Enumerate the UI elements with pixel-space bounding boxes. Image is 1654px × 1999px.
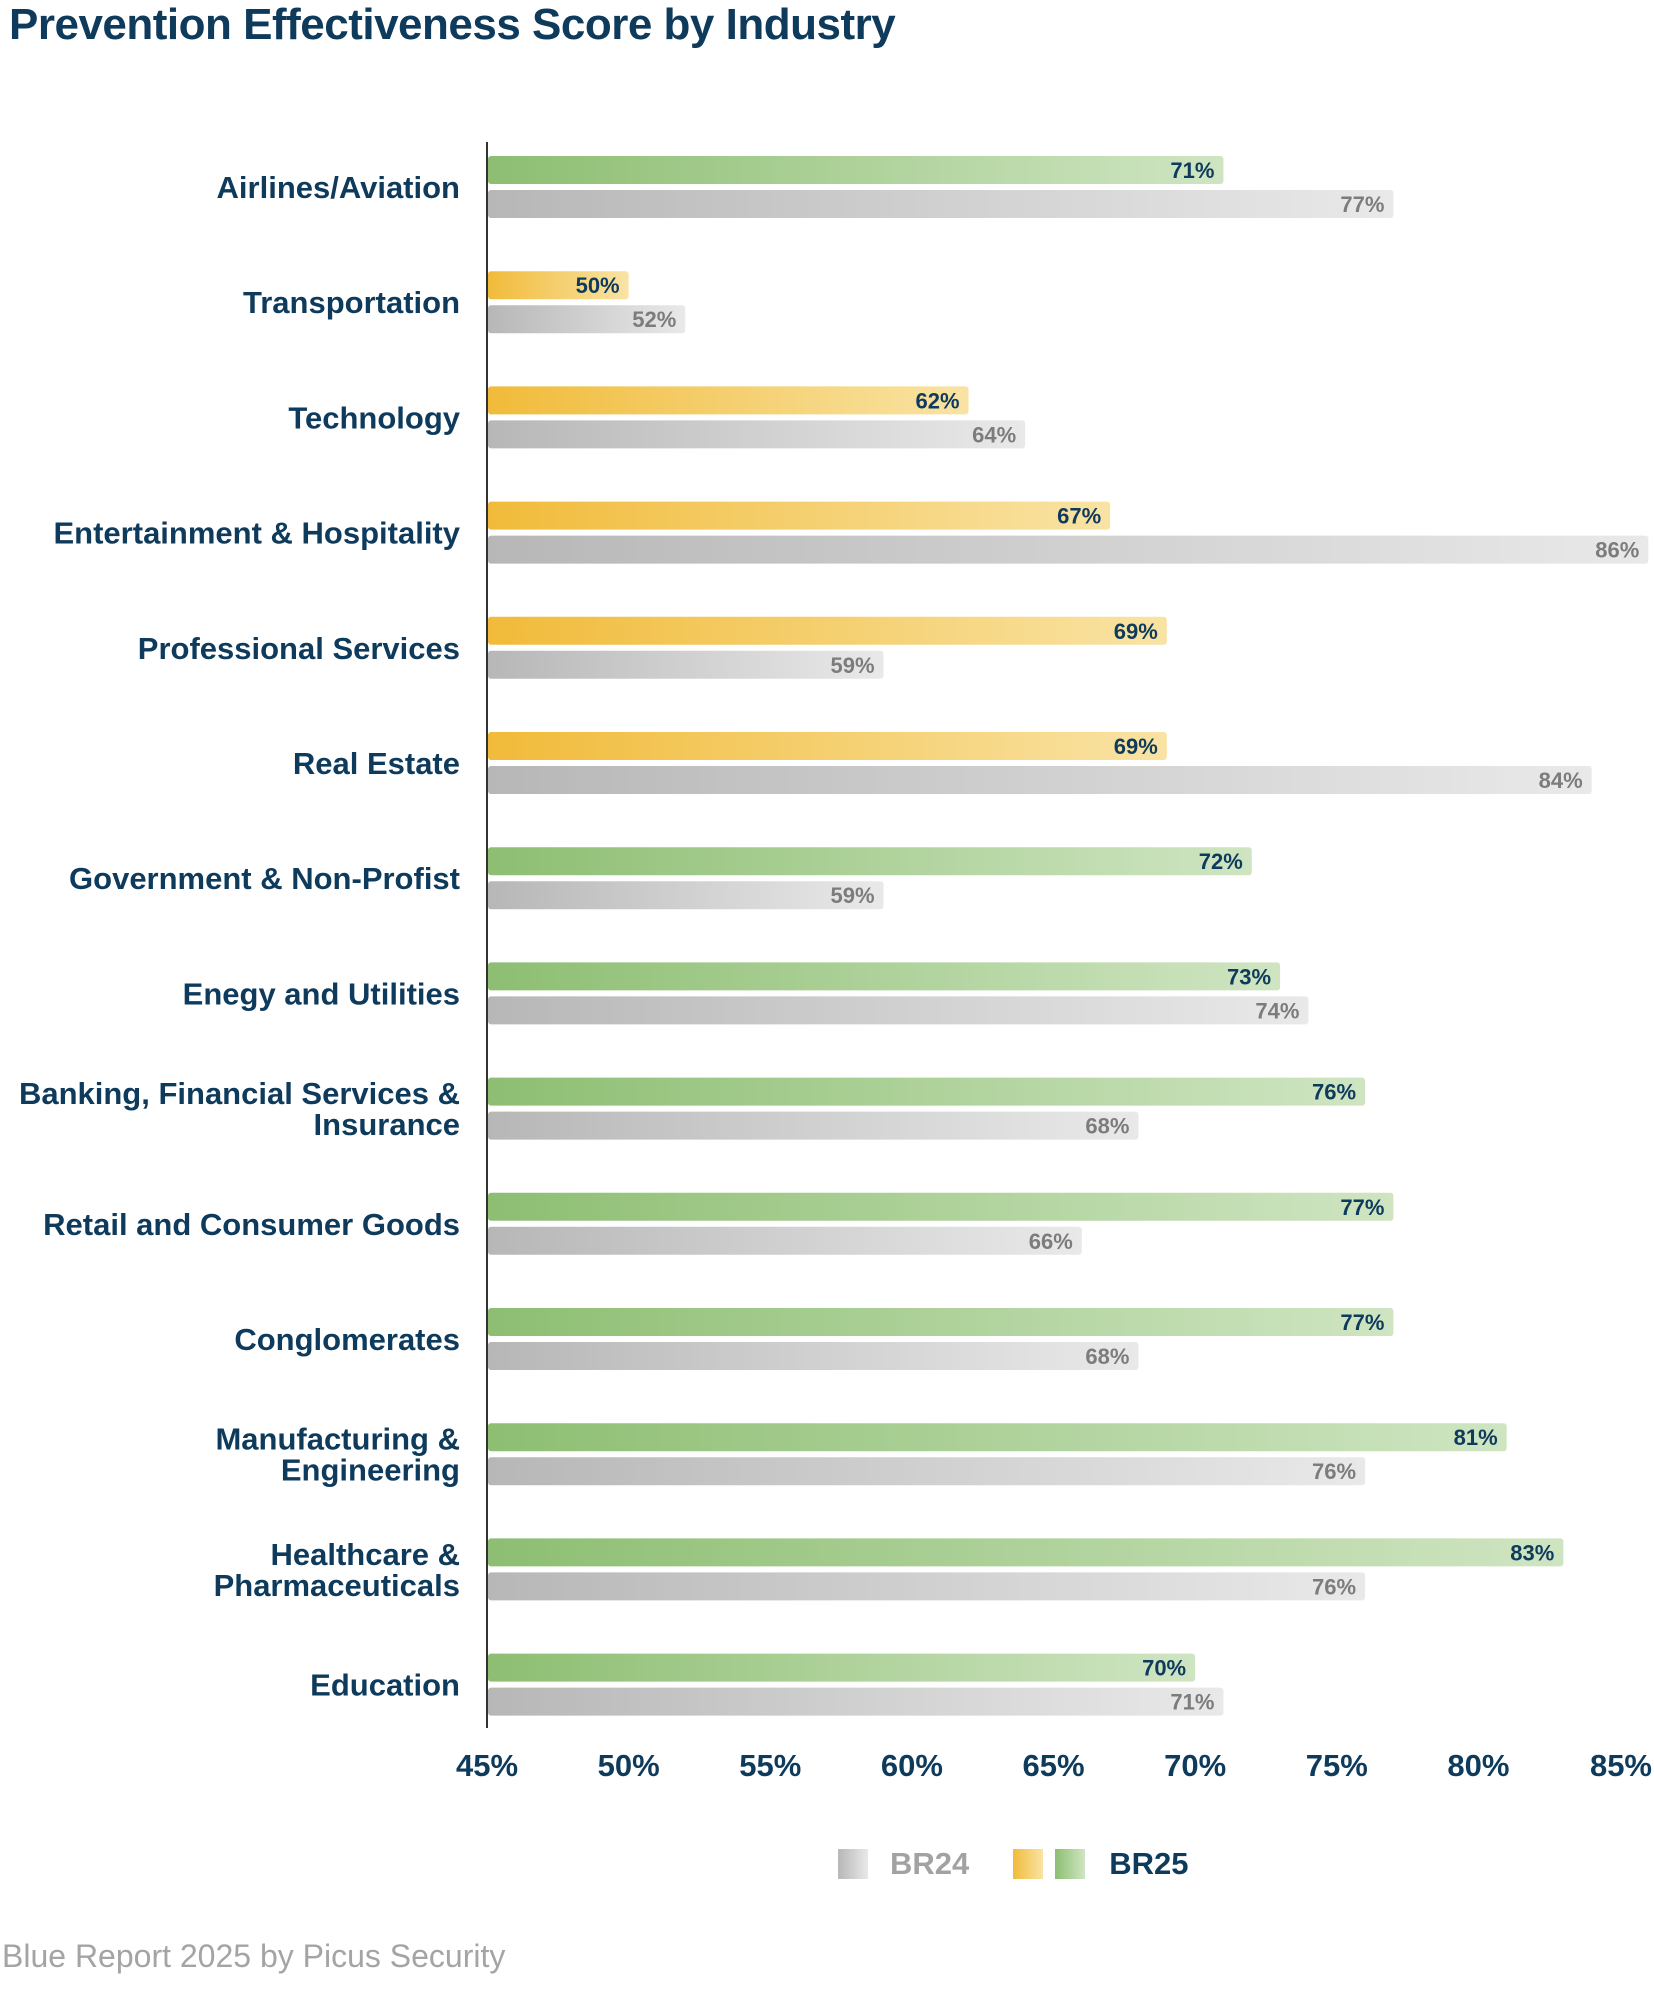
bar-br24-transportation [488, 305, 686, 334]
x-tick-50: 50% [598, 1748, 660, 1783]
chart-title: Prevention Effectiveness Score by Indust… [9, 0, 896, 49]
value-label-br25-government-non-profist: 72% [1199, 849, 1243, 874]
value-label-br24-transportation: 52% [632, 307, 676, 332]
bar-br25-retail-and-consumer-goods [488, 1192, 1394, 1221]
bar-br24-technology [488, 420, 1026, 449]
bar-br24-entertainment-hospitality [488, 535, 1649, 564]
bar-chart: 71% 77% 50% 52% 62% 64% 67% 86% 69% 59% 69% 84% 72% 5… [19, 142, 1652, 1783]
bar-br25-enegy-and-utilities [488, 962, 1281, 991]
bar-br25-professional-services [488, 616, 1167, 645]
value-label-br25-healthcare-pharmaceuticals: 83% [1510, 1540, 1554, 1565]
bars-layer: 71% 77% 50% 52% 62% 64% 67% 86% 69% 59% 69% 84% 72% 5… [488, 156, 1649, 1716]
legend-label-br24: BR24 [890, 1846, 970, 1881]
bar-br24-professional-services [488, 650, 884, 679]
bar-br25-education [488, 1653, 1196, 1682]
bar-br24-banking-financial-services-insurance [488, 1111, 1139, 1140]
value-label-br25-education: 70% [1142, 1656, 1186, 1681]
value-label-br24-healthcare-pharmaceuticals: 76% [1312, 1574, 1356, 1599]
value-label-br24-manufacturing-engineering: 76% [1312, 1459, 1356, 1484]
bar-br25-manufacturing-engineering [488, 1423, 1507, 1452]
x-tick-70: 70% [1164, 1748, 1226, 1783]
bar-br25-technology [488, 386, 969, 415]
value-label-br24-technology: 64% [972, 422, 1016, 447]
value-label-br25-conglomerates: 77% [1340, 1310, 1384, 1335]
value-label-br24-conglomerates: 68% [1085, 1344, 1129, 1369]
value-label-br25-airlines-aviation: 71% [1170, 158, 1214, 183]
legend: BR24 BR25 [838, 1844, 1189, 1884]
value-label-br25-real-estate: 69% [1114, 734, 1158, 759]
category-label-entertainment-hospitality: Entertainment & Hospitality [54, 516, 461, 551]
category-label-conglomerates: Conglomerates [234, 1322, 460, 1357]
value-label-br24-retail-and-consumer-goods: 66% [1029, 1229, 1073, 1254]
legend-swatch-br25-green [1055, 1849, 1086, 1879]
legend-swatch-br25-yellow [1013, 1849, 1044, 1879]
value-label-br25-banking-financial-services-insurance: 76% [1312, 1080, 1356, 1105]
value-label-br24-entertainment-hospitality: 86% [1595, 538, 1639, 563]
category-label-airlines-aviation: Airlines/Aviation [217, 170, 460, 205]
category-label-manufacturing-engineering: Manufacturing & Engineering [215, 1422, 460, 1488]
bar-br25-banking-financial-services-insurance [488, 1077, 1366, 1106]
bar-br24-enegy-and-utilities [488, 996, 1309, 1025]
value-label-br24-enegy-and-utilities: 74% [1255, 998, 1299, 1023]
value-label-br25-enegy-and-utilities: 73% [1227, 964, 1271, 989]
value-label-br25-professional-services: 69% [1114, 619, 1158, 644]
bar-br24-retail-and-consumer-goods [488, 1226, 1082, 1255]
value-label-br24-government-non-profist: 59% [831, 883, 875, 908]
bar-br24-manufacturing-engineering [488, 1457, 1366, 1486]
value-label-br24-education: 71% [1170, 1690, 1214, 1715]
category-label-transportation: Transportation [243, 285, 460, 320]
category-label-banking-financial-services-insurance: Banking, Financial Services & Insurance [19, 1076, 460, 1142]
legend-label-br25: BR25 [1109, 1846, 1189, 1881]
bar-br25-conglomerates [488, 1308, 1394, 1336]
value-label-br25-entertainment-hospitality: 67% [1057, 504, 1101, 529]
value-label-br24-banking-financial-services-insurance: 68% [1085, 1114, 1129, 1139]
x-tick-85: 85% [1590, 1748, 1652, 1783]
category-label-professional-services: Professional Services [138, 631, 460, 666]
x-tick-55: 55% [739, 1748, 801, 1783]
bar-br25-entertainment-hospitality [488, 501, 1111, 530]
category-labels: Airlines/Aviation Transportation Technolog… [19, 170, 461, 1703]
bar-br24-healthcare-pharmaceuticals [488, 1572, 1366, 1601]
bar-br24-real-estate [488, 766, 1592, 794]
legend-swatch-br24 [838, 1849, 868, 1879]
x-tick-65: 65% [1022, 1748, 1084, 1783]
value-label-br25-retail-and-consumer-goods: 77% [1340, 1195, 1384, 1220]
value-label-br25-technology: 62% [915, 388, 959, 413]
category-label-government-non-profist: Government & Non-Profist [69, 861, 460, 896]
x-tick-60: 60% [881, 1748, 943, 1783]
bar-br25-real-estate [488, 732, 1167, 760]
category-label-healthcare-pharmaceuticals: Healthcare & Pharmaceuticals [214, 1537, 460, 1603]
bar-br24-airlines-aviation [488, 190, 1394, 218]
x-tick-80: 80% [1447, 1748, 1509, 1783]
value-label-br24-real-estate: 84% [1539, 768, 1583, 793]
x-tick-75: 75% [1306, 1748, 1368, 1783]
category-label-enegy-and-utilities: Enegy and Utilities [183, 976, 460, 1011]
value-label-br25-transportation: 50% [576, 273, 620, 298]
bar-br25-airlines-aviation [488, 156, 1224, 184]
value-label-br24-professional-services: 59% [831, 653, 875, 678]
bar-br25-healthcare-pharmaceuticals [488, 1538, 1564, 1567]
bar-br25-transportation [488, 271, 629, 300]
value-label-br24-airlines-aviation: 77% [1340, 192, 1384, 217]
category-label-education: Education [310, 1668, 460, 1703]
bar-br24-government-non-profist [488, 881, 884, 910]
bar-br24-conglomerates [488, 1342, 1139, 1370]
footer-credit: Blue Report 2025 by Picus Security [2, 1938, 506, 1974]
category-label-technology: Technology [288, 400, 460, 435]
value-label-br25-manufacturing-engineering: 81% [1454, 1425, 1498, 1450]
category-label-real-estate: Real Estate [293, 746, 460, 781]
x-tick-45: 45% [456, 1748, 518, 1783]
bar-br25-government-non-profist [488, 847, 1252, 876]
x-axis-ticks: 45% 50% 55% 60% 65% 70% 75% 80% 85% [456, 1748, 1652, 1783]
bar-br24-education [488, 1687, 1224, 1716]
category-label-retail-and-consumer-goods: Retail and Consumer Goods [43, 1207, 460, 1242]
